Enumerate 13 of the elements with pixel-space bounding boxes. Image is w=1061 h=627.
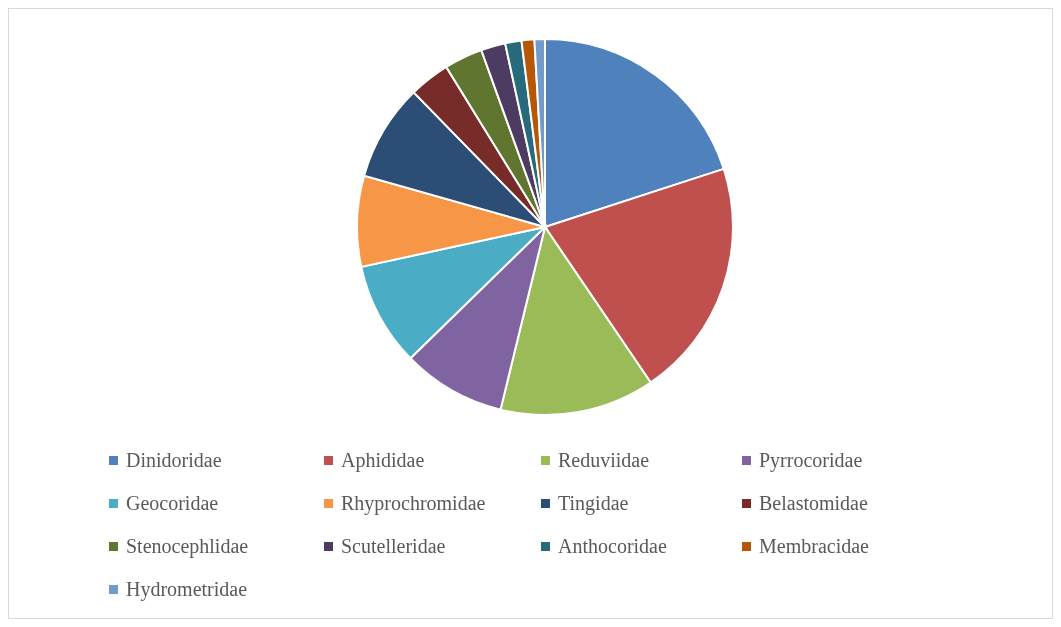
legend-label: Geocoridae xyxy=(126,492,219,515)
legend-label: Scutelleridae xyxy=(341,535,446,558)
legend-label: Anthocoridae xyxy=(558,535,667,558)
legend-label: Aphididae xyxy=(341,449,425,472)
legend-label: Membracidae xyxy=(759,535,869,558)
legend-label: Hydrometridae xyxy=(126,578,248,601)
legend-label: Pyrrocoridae xyxy=(759,449,863,472)
legend-label: Rhyprochromidae xyxy=(341,492,486,515)
legend-label: Dinidoridae xyxy=(126,449,222,472)
legend-label: Belastomidae xyxy=(759,492,868,515)
legend-label: Stenocephlidae xyxy=(126,535,249,558)
legend-label: Tingidae xyxy=(558,492,629,515)
legend-label: Reduviidae xyxy=(558,449,650,472)
